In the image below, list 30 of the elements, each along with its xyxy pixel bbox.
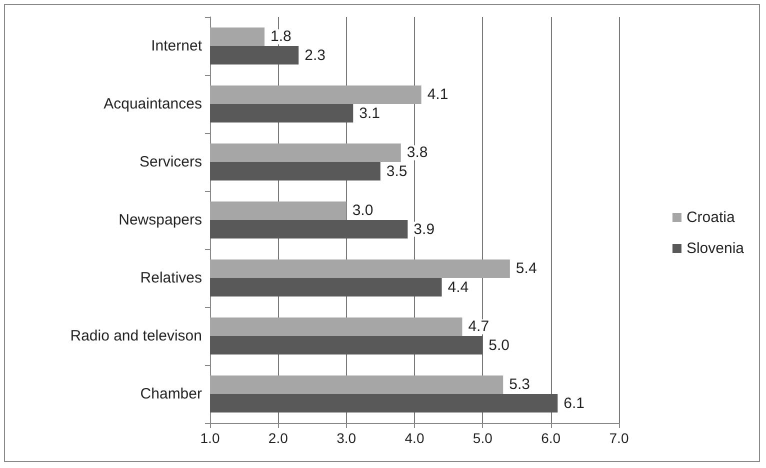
- y-tick-label: Radio and televison: [70, 328, 202, 344]
- data-label: 4.1: [427, 86, 448, 104]
- x-tick-label: 7.0: [609, 430, 629, 446]
- data-label: 2.3: [304, 46, 326, 64]
- y-tick-label: Newspapers: [118, 212, 202, 228]
- data-label: 3.1: [359, 104, 380, 122]
- data-label: 3.5: [386, 162, 408, 180]
- data-label: 3.8: [406, 144, 428, 162]
- y-tick-label: Servicers: [139, 154, 202, 170]
- x-tick-label: 5.0: [472, 430, 493, 446]
- x-tick-label: 2.0: [268, 430, 288, 446]
- data-label: 5.3: [509, 376, 530, 394]
- y-tick-label: Chamber: [140, 386, 202, 402]
- data-label: 3.9: [414, 220, 435, 238]
- x-tick-label: 6.0: [541, 430, 561, 446]
- legend-label: Croatia: [686, 209, 736, 226]
- x-tick-label: 1.0: [200, 430, 220, 446]
- legend-label: Slovenia: [686, 240, 745, 257]
- data-label: 4.7: [468, 318, 490, 336]
- data-label: 4.4: [448, 278, 469, 296]
- x-tick-label: 4.0: [404, 430, 424, 446]
- y-tick-label: Relatives: [140, 270, 202, 286]
- y-tick-label: Internet: [151, 38, 203, 54]
- data-label: 1.8: [270, 28, 292, 46]
- data-label: 5.4: [516, 260, 537, 278]
- data-label: 6.1: [564, 394, 585, 412]
- data-label: 3.0: [352, 202, 374, 220]
- data-label: 5.0: [488, 336, 510, 354]
- y-tick-label: Acquaintances: [104, 96, 202, 112]
- x-tick-label: 3.0: [336, 430, 356, 446]
